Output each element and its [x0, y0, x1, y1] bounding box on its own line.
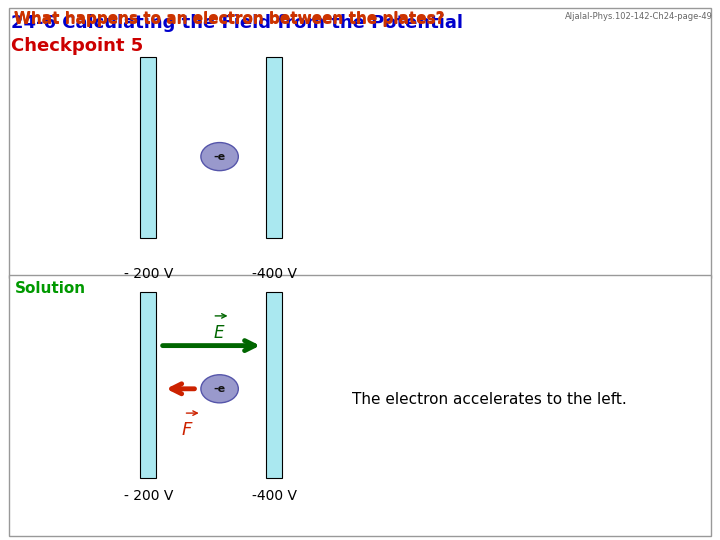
Text: -400 V: -400 V — [252, 489, 297, 503]
Text: What happens to an electron between the plates?: What happens to an electron between the … — [14, 11, 445, 26]
Circle shape — [201, 143, 238, 171]
Bar — [140, 292, 156, 478]
Text: $E$: $E$ — [213, 324, 226, 342]
Text: $F$: $F$ — [181, 421, 194, 439]
Text: - 200 V: - 200 V — [124, 489, 173, 503]
Text: -e: -e — [214, 384, 225, 394]
Text: What happens to an electron between the plates?: What happens to an electron between the … — [14, 12, 445, 27]
Text: Checkpoint 5: Checkpoint 5 — [11, 37, 143, 55]
Text: - 200 V: - 200 V — [124, 267, 173, 281]
Bar — [9, 8, 711, 278]
Text: -400 V: -400 V — [252, 267, 297, 281]
Bar — [266, 57, 282, 238]
Text: Solution: Solution — [14, 281, 86, 296]
Bar — [9, 275, 711, 536]
Bar — [266, 292, 282, 478]
Text: The electron accelerates to the left.: The electron accelerates to the left. — [352, 392, 627, 407]
Circle shape — [201, 375, 238, 403]
Text: Aljalal-Phys.102-142-Ch24-page-49: Aljalal-Phys.102-142-Ch24-page-49 — [565, 12, 713, 21]
Bar — [140, 57, 156, 238]
Text: 24-6 Calculating the Field from the Potential: 24-6 Calculating the Field from the Pote… — [11, 14, 463, 31]
Text: -e: -e — [214, 152, 225, 161]
